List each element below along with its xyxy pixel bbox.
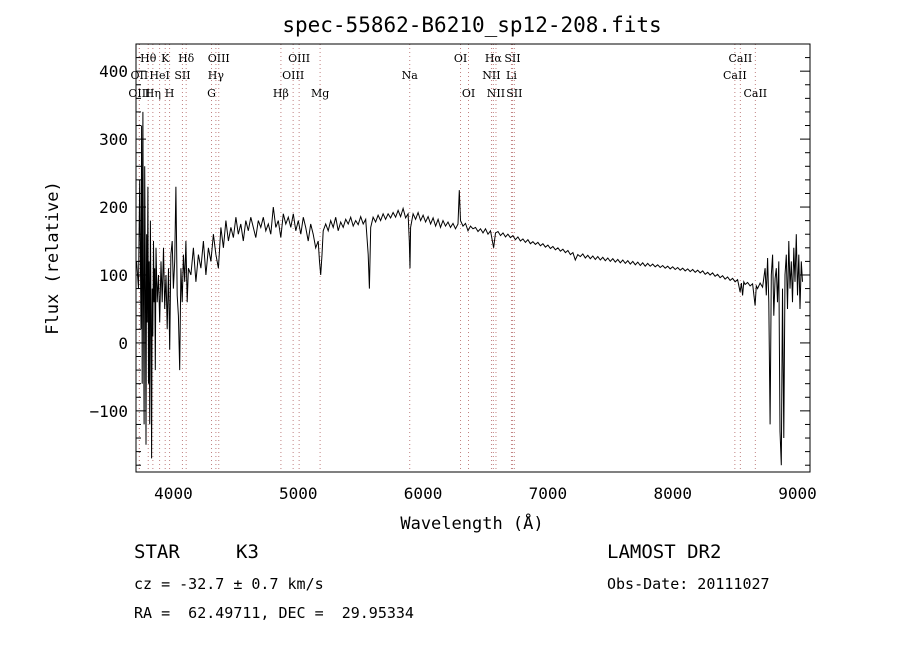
line-marker-label: OI xyxy=(462,87,475,100)
y-tick-label: −100 xyxy=(89,402,128,421)
y-axis-ticks: −100 0 100 200 300 400 xyxy=(89,43,810,466)
obs-date-text: Obs-Date: 20111027 xyxy=(607,575,770,593)
x-axis-ticks: 4000 5000 6000 7000 8000 9000 xyxy=(154,484,817,503)
line-marker-label: H xyxy=(165,87,175,100)
x-tick-label: 8000 xyxy=(653,484,692,503)
chart-title: spec-55862-B6210_sp12-208.fits xyxy=(282,13,661,37)
line-marker-label: Hη xyxy=(145,87,161,100)
line-marker-label: Hβ xyxy=(273,87,289,100)
x-axis-label: Wavelength (Å) xyxy=(400,512,543,534)
y-tick-label: 0 xyxy=(118,334,128,353)
line-marker-label: OII xyxy=(131,69,149,82)
spectral-line-markers xyxy=(138,44,756,472)
line-marker-label: OIII xyxy=(208,52,230,65)
spectrum-line xyxy=(136,111,803,466)
line-marker-label: SII xyxy=(506,87,522,100)
line-marker-label: NII xyxy=(482,69,500,82)
line-marker-label: OIII xyxy=(128,87,150,100)
line-marker-label: Hγ xyxy=(208,69,225,82)
x-tick-label: 6000 xyxy=(404,484,443,503)
redshift-text: cz = -32.7 ± 0.7 km/s xyxy=(134,575,324,593)
line-marker-label: OIII xyxy=(282,69,304,82)
coordinates-text: RA = 62.49711, DEC = 29.95334 xyxy=(134,604,414,622)
line-marker-label: CaII xyxy=(723,69,747,82)
x-tick-label: 4000 xyxy=(154,484,193,503)
x-tick-label: 5000 xyxy=(279,484,318,503)
line-marker-label: K xyxy=(161,52,170,65)
x-tick-label: 9000 xyxy=(778,484,817,503)
line-marker-label: SII xyxy=(504,52,520,65)
line-marker-label: SII xyxy=(174,69,190,82)
line-marker-label: Hθ xyxy=(140,52,157,65)
y-tick-label: 200 xyxy=(99,198,128,217)
line-marker-label: NII xyxy=(487,87,505,100)
plot-frame xyxy=(135,43,811,473)
line-marker-label: HeI xyxy=(149,69,169,82)
y-axis-label: Flux (relative) xyxy=(43,181,63,335)
spectral-line-labels: Hθ OII OIII K HeI Hη H SII Hδ OIII Hγ G Hβ OIII OIII Mg… xyxy=(128,52,767,100)
line-marker-label: OIII xyxy=(288,52,310,65)
line-marker-label: OI xyxy=(454,52,467,65)
line-marker-label: Hα xyxy=(485,52,503,65)
line-marker-label: Hδ xyxy=(178,52,195,65)
line-marker-label: Mg xyxy=(311,87,329,100)
x-tick-label: 7000 xyxy=(529,484,568,503)
line-marker-label: CaII xyxy=(729,52,753,65)
survey-name: LAMOST DR2 xyxy=(607,541,722,563)
line-marker-label: CaII xyxy=(743,87,767,100)
line-marker-label: G xyxy=(207,87,216,100)
object-class: STAR xyxy=(134,541,180,563)
object-subclass: K3 xyxy=(236,541,259,563)
line-marker-label: Li xyxy=(506,69,517,82)
line-marker-label: Na xyxy=(402,69,419,82)
y-tick-label: 400 xyxy=(99,62,128,81)
y-tick-label: 300 xyxy=(99,130,128,149)
y-tick-label: 100 xyxy=(99,266,128,285)
